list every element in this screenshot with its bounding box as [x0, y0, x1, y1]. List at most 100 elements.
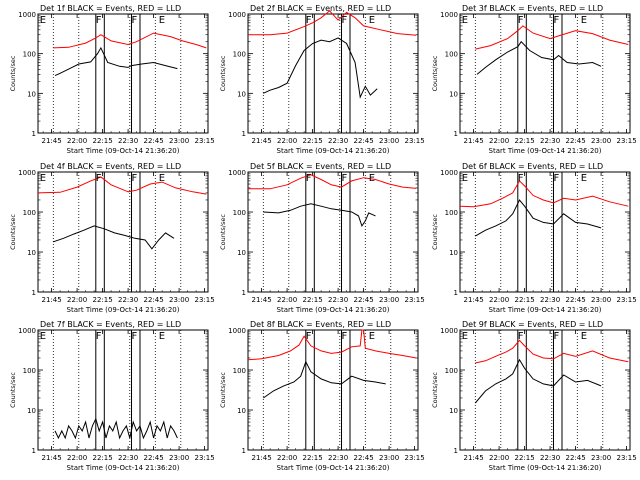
plot-frame [459, 13, 631, 134]
region-marker-label: E [369, 173, 375, 184]
x-tick-label: 22:45 [566, 137, 586, 145]
x-tick-label: 22:00 [277, 296, 297, 304]
y-tick-label: 10 [237, 90, 246, 98]
x-tick-label: 22:45 [566, 296, 586, 304]
x-tick-label: 23:15 [195, 454, 215, 462]
y-tick-label: 10 [27, 90, 36, 98]
x-tick-label: 23:15 [617, 137, 637, 145]
x-tick-label: 22:15 [515, 296, 535, 304]
x-tick-label: 22:00 [489, 454, 509, 462]
x-tick-label: 22:15 [93, 296, 113, 304]
region-marker-label: F [518, 173, 524, 184]
region-marker-label: F [342, 15, 348, 26]
y-tick-label: 1 [32, 447, 36, 455]
x-tick-label: 23:15 [405, 137, 425, 145]
y-tick-label: 10 [449, 249, 458, 257]
y-tick-label: 1 [32, 289, 36, 297]
region-marker-label: E [581, 331, 587, 342]
y-tick-label: 1000 [228, 11, 246, 19]
x-axis-label: Start Time (09-Oct-14 21:36:20) [489, 464, 602, 472]
y-tick-label: 10 [237, 407, 246, 415]
panel-title: Det 8f BLACK = Events, RED = LLD [250, 320, 391, 329]
x-tick-label: 22:15 [303, 137, 323, 145]
x-tick-label: 23:15 [617, 454, 637, 462]
panel-title: Det 3f BLACK = Events, RED = LLD [462, 4, 603, 13]
region-marker-label: E [462, 15, 468, 26]
x-tick-label: 22:15 [515, 137, 535, 145]
x-tick-label: 21:45 [252, 454, 272, 462]
x-tick-label: 21:45 [252, 137, 272, 145]
x-tick-label: 23:00 [169, 454, 189, 462]
region-marker-label: E [159, 15, 165, 26]
x-tick-label: 23:00 [591, 454, 611, 462]
y-axis-label: Counts/sec [9, 55, 17, 91]
x-tick-label: 22:00 [277, 454, 297, 462]
region-marker-label: F [518, 15, 524, 26]
plot-frame [37, 329, 209, 451]
region-marker-label: F [132, 173, 138, 184]
x-tick-label: 23:00 [379, 296, 399, 304]
panel-title: Det 9f BLACK = Events, RED = LLD [462, 320, 603, 329]
x-tick-label: 21:45 [464, 296, 484, 304]
panel-title: Det 6f BLACK = Events, RED = LLD [462, 162, 603, 171]
region-marker-label: F [132, 15, 138, 26]
region-marker-label: F [96, 15, 102, 26]
x-tick-label: 22:15 [93, 137, 113, 145]
x-tick-label: 22:15 [303, 454, 323, 462]
x-tick-label: 22:30 [540, 296, 560, 304]
series-line [263, 360, 386, 399]
panel-title: Det 1f BLACK = Events, RED = LLD [40, 4, 181, 13]
x-tick-label: 22:30 [328, 454, 348, 462]
region-marker-label: E [462, 331, 468, 342]
region-marker-label: F [518, 331, 524, 342]
y-tick-label: 100 [233, 51, 246, 59]
y-tick-label: 1000 [440, 11, 458, 19]
y-tick-label: 10 [27, 249, 36, 257]
y-tick-label: 100 [23, 51, 36, 59]
region-marker-label: E [159, 173, 165, 184]
y-axis-label: Counts/sec [219, 55, 227, 91]
x-tick-label: 21:45 [42, 454, 62, 462]
region-marker-label: F [96, 173, 102, 184]
y-tick-label: 100 [445, 209, 458, 217]
y-tick-label: 1 [454, 130, 458, 138]
x-tick-label: 22:30 [328, 137, 348, 145]
x-axis-label: Start Time (09-Oct-14 21:36:20) [67, 147, 180, 155]
x-tick-label: 23:00 [591, 296, 611, 304]
plot-frame [37, 13, 209, 134]
x-tick-label: 21:45 [464, 137, 484, 145]
y-tick-label: 100 [445, 51, 458, 59]
chart-panel: Det 5f BLACK = Events, RED = LLD Counts/s… [219, 162, 425, 314]
series-line [475, 25, 629, 50]
region-marker-label: E [40, 173, 46, 184]
series-line [263, 37, 378, 99]
x-tick-label: 22:00 [67, 137, 87, 145]
chart-panel: Det 1f BLACK = Events, RED = LLD Counts/s… [9, 4, 215, 155]
y-axis-label: Counts/sec [9, 214, 17, 250]
x-tick-label: 22:30 [118, 296, 138, 304]
region-marker-label: E [40, 331, 46, 342]
x-tick-label: 23:15 [405, 454, 425, 462]
x-tick-label: 22:30 [540, 137, 560, 145]
x-tick-label: 22:45 [144, 454, 164, 462]
y-tick-label: 1 [242, 130, 246, 138]
x-tick-label: 23:15 [195, 137, 215, 145]
y-tick-label: 1000 [18, 169, 36, 177]
y-tick-label: 100 [445, 367, 458, 375]
x-tick-label: 23:00 [379, 137, 399, 145]
x-tick-label: 23:00 [591, 137, 611, 145]
series-line [474, 358, 602, 404]
series-line [37, 176, 207, 195]
x-tick-label: 21:45 [252, 296, 272, 304]
region-marker-label: F [96, 331, 102, 342]
x-tick-label: 23:15 [405, 296, 425, 304]
y-tick-label: 1 [242, 447, 246, 455]
series-line [53, 225, 175, 250]
x-tick-label: 22:45 [144, 137, 164, 145]
chart-panel: Det 7f BLACK = Events, RED = LLD Counts/s… [9, 320, 215, 472]
x-tick-label: 22:15 [515, 454, 535, 462]
x-tick-label: 22:30 [328, 296, 348, 304]
y-tick-label: 10 [449, 90, 458, 98]
y-tick-label: 10 [237, 249, 246, 257]
x-tick-label: 22:30 [540, 454, 560, 462]
